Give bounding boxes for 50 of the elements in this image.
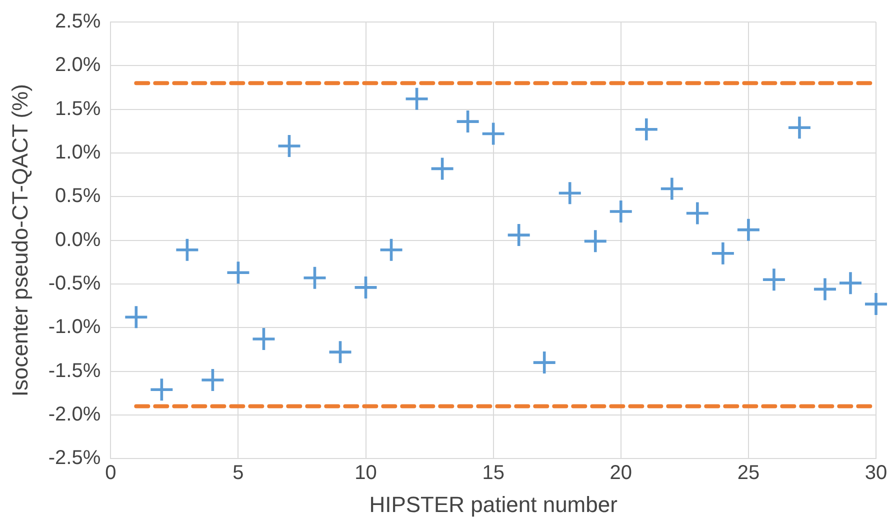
y-tick-label: 2.5% (55, 10, 101, 33)
point (635, 118, 658, 140)
y-axis-title: Isocenter pseudo-CT-QACT (%) (7, 84, 32, 397)
y-tick-label: -0.5% (48, 272, 101, 294)
y-tick-label: 1.5% (55, 98, 101, 120)
point (865, 293, 887, 316)
point (202, 369, 224, 392)
x-tick-label: 0 (105, 462, 116, 484)
point (252, 328, 275, 350)
point (431, 158, 454, 180)
point (584, 230, 606, 252)
point (839, 272, 862, 294)
point (176, 238, 198, 261)
point (737, 218, 760, 241)
x-tick-label: 10 (354, 462, 377, 484)
point (762, 268, 785, 291)
point (329, 341, 352, 364)
x-axis-title: HIPSTER patient number (369, 492, 618, 517)
point (660, 178, 683, 200)
x-tick-label: 20 (610, 462, 632, 484)
point (712, 242, 734, 264)
point (125, 306, 148, 328)
y-tick-label: 0.0% (55, 228, 101, 251)
point (380, 238, 402, 261)
point (686, 202, 708, 224)
y-tick-label: -2.5% (48, 447, 101, 470)
x-tick-label: 5 (232, 462, 244, 484)
x-tick-label: 25 (737, 462, 760, 484)
y-tick-label: -1.0% (48, 316, 101, 338)
point (814, 278, 836, 300)
point (533, 352, 556, 374)
y-tick-label: -1.5% (48, 360, 101, 382)
point (508, 224, 530, 246)
point (150, 378, 173, 401)
point (354, 276, 377, 298)
x-tick-label: 30 (864, 462, 888, 484)
point (610, 200, 632, 222)
point (558, 182, 581, 204)
point (788, 116, 810, 139)
y-tick-label: 1.0% (55, 141, 101, 164)
y-tick-label: 0.5% (55, 185, 101, 208)
point (406, 88, 428, 110)
point (278, 134, 300, 157)
point (456, 110, 479, 133)
y-tick-label: 2.0% (55, 54, 101, 76)
point (482, 122, 504, 145)
y-tick-label: -2.0% (48, 403, 101, 426)
x-tick-label: 15 (482, 462, 504, 484)
point (304, 266, 326, 289)
point (227, 262, 250, 284)
